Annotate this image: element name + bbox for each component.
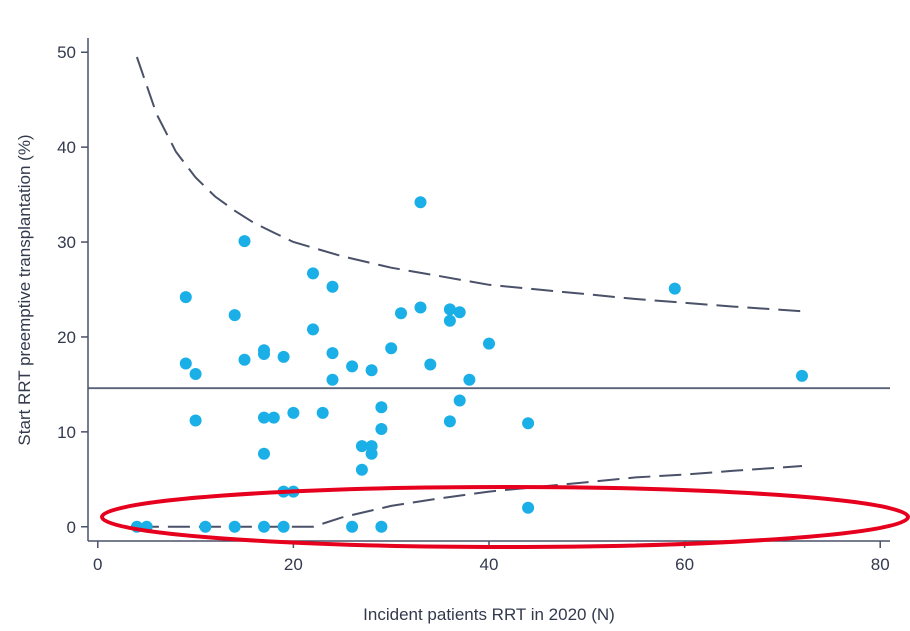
y-tick-label: 30 xyxy=(57,233,76,252)
data-point xyxy=(228,520,241,533)
data-point xyxy=(179,291,192,304)
data-point xyxy=(375,401,388,414)
data-point xyxy=(355,463,368,476)
y-tick-label: 40 xyxy=(57,138,76,157)
data-point xyxy=(365,440,378,453)
data-point xyxy=(238,353,251,366)
highlight-ellipse xyxy=(100,485,910,549)
data-point xyxy=(355,440,368,453)
x-tick-label: 80 xyxy=(871,555,890,574)
data-point xyxy=(796,369,808,382)
data-point xyxy=(522,501,535,514)
data-point xyxy=(189,368,202,380)
data-point xyxy=(375,520,388,533)
data-point xyxy=(287,406,300,419)
data-point xyxy=(385,342,398,355)
x-axis-title: Incident patients RRT in 2020 (N) xyxy=(363,605,615,624)
data-point xyxy=(228,309,241,322)
data-point xyxy=(258,520,270,533)
data-point xyxy=(326,280,339,293)
x-tick-label: 40 xyxy=(480,555,499,574)
data-point xyxy=(453,394,466,407)
data-point xyxy=(346,520,359,533)
data-point xyxy=(483,337,495,350)
data-point xyxy=(522,417,535,430)
data-point xyxy=(258,411,270,424)
data-point xyxy=(316,406,329,419)
data-point xyxy=(375,423,388,435)
data-point xyxy=(277,520,290,533)
data-point xyxy=(307,323,319,336)
axes xyxy=(87,38,890,542)
data-point xyxy=(443,314,456,327)
data-point xyxy=(463,373,476,386)
data-point xyxy=(199,520,212,533)
data-point xyxy=(414,196,427,209)
x-tick-label: 60 xyxy=(675,555,694,574)
y-tick-label: 20 xyxy=(57,328,76,347)
y-tick-label: 10 xyxy=(57,423,76,442)
data-point xyxy=(668,282,681,295)
data-point xyxy=(346,360,359,373)
lower-control-limit xyxy=(136,465,803,528)
data-point xyxy=(189,414,202,427)
data-point xyxy=(424,358,437,371)
data-point xyxy=(277,350,290,363)
data-point xyxy=(414,301,427,314)
data-point xyxy=(267,411,280,424)
data-point xyxy=(258,344,270,357)
x-tick-label: 0 xyxy=(93,555,102,574)
ticks: 0 20 40 60 80 0 10 20 30 40 50 xyxy=(57,43,890,574)
upper-control-limit xyxy=(135,56,803,313)
data-point xyxy=(395,307,407,320)
y-tick-label: 50 xyxy=(57,43,76,62)
data-point xyxy=(179,357,192,370)
data-point xyxy=(365,364,378,377)
data-point xyxy=(453,306,466,319)
data-point xyxy=(258,447,270,460)
plot-marks xyxy=(88,56,890,533)
data-point xyxy=(443,415,456,428)
data-point xyxy=(307,267,319,280)
data-point xyxy=(326,373,339,386)
data-point xyxy=(238,235,251,248)
y-axis-title: Start RRT preemptive transplantation (%) xyxy=(15,134,34,445)
data-point xyxy=(326,347,339,360)
data-point xyxy=(443,303,456,316)
x-tick-label: 20 xyxy=(284,555,303,574)
y-tick-label: 0 xyxy=(67,518,76,537)
